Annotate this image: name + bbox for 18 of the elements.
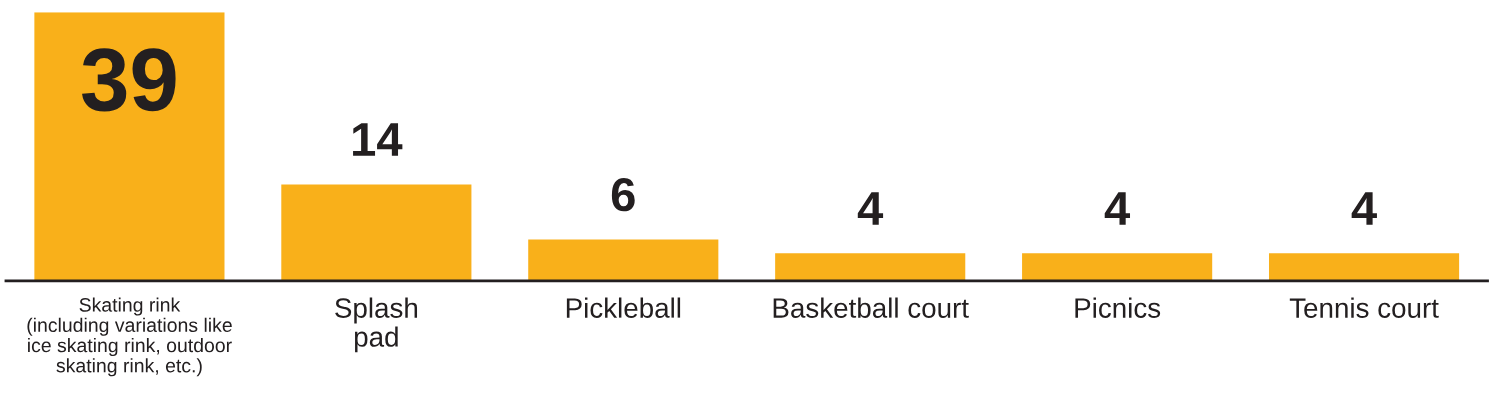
bar bbox=[775, 253, 966, 281]
bar bbox=[34, 12, 225, 281]
data-label: 14 bbox=[353, 123, 403, 156]
bar bbox=[1022, 253, 1213, 281]
data-label: 4 bbox=[1351, 192, 1377, 225]
bar bbox=[1268, 253, 1460, 281]
bar bbox=[281, 184, 472, 281]
data-label: 4 bbox=[1104, 192, 1131, 225]
data-label: 39 bbox=[82, 48, 176, 112]
x-tick-label: Tennis court bbox=[1289, 297, 1439, 318]
x-tick-label: Splash pad bbox=[335, 297, 418, 353]
x-tick-label: Skating rink (including variations like ice skating rink, outdoor skating rink, etc.) bbox=[27, 297, 232, 377]
x-tick-label: Picnics bbox=[1075, 297, 1161, 318]
data-label: 6 bbox=[611, 177, 635, 212]
x-tick-label: Basketball court bbox=[773, 297, 969, 318]
data-label: 4 bbox=[857, 192, 884, 225]
bar bbox=[528, 239, 719, 281]
x-tick-label: Pickleball bbox=[566, 297, 681, 318]
